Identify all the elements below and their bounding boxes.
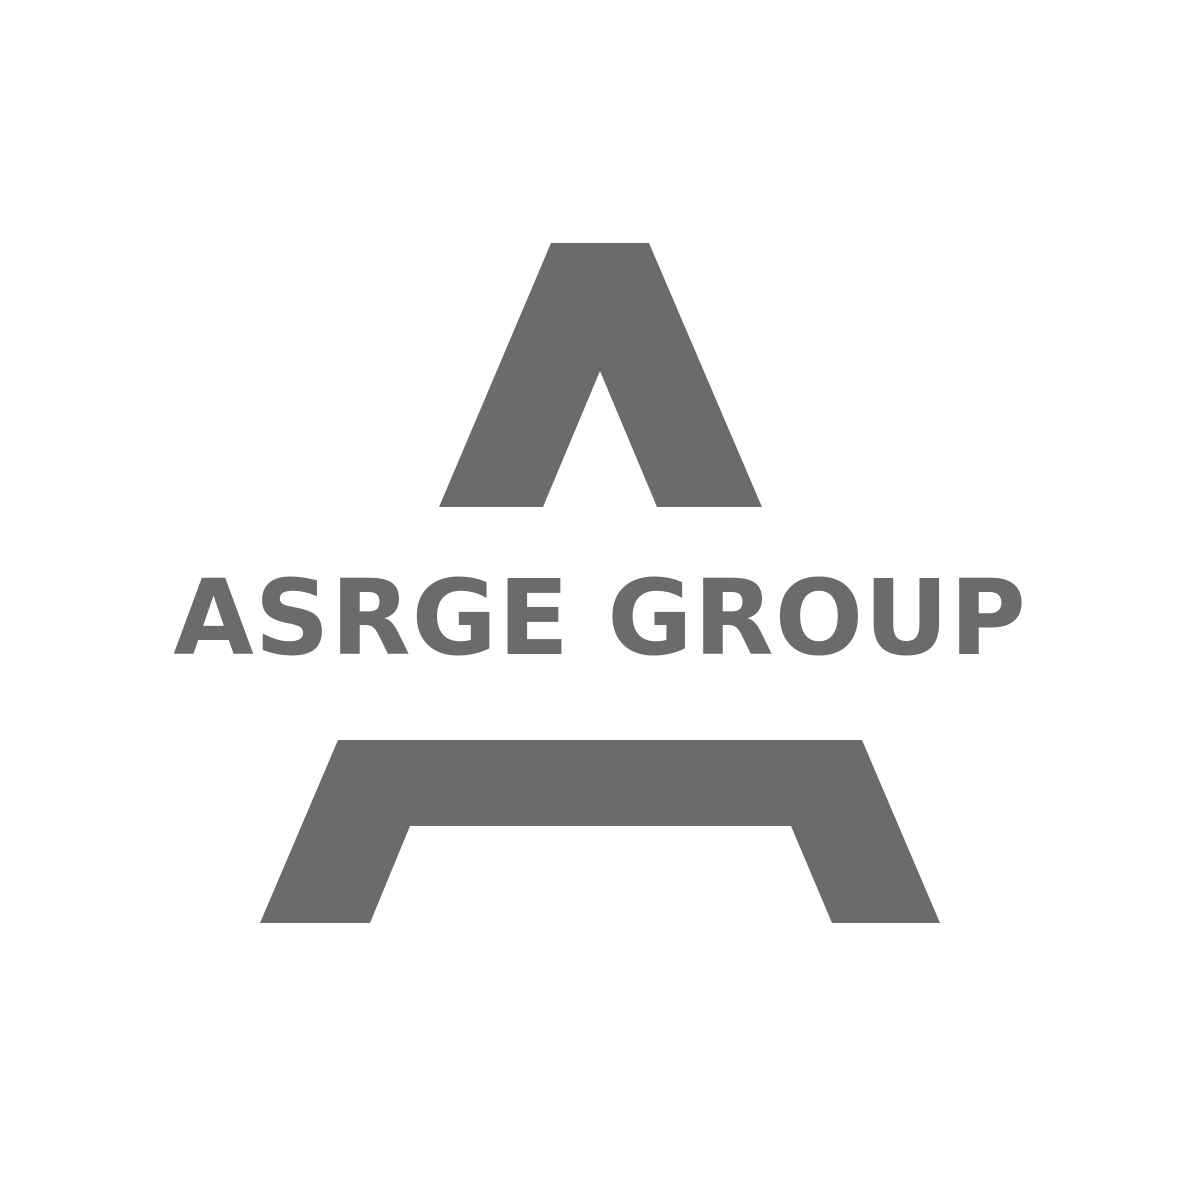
logo-wordmark: ASRGE GROUP: [173, 557, 1027, 679]
logo-top-chevron: [439, 243, 762, 507]
logo-bottom-frame: [260, 740, 940, 923]
